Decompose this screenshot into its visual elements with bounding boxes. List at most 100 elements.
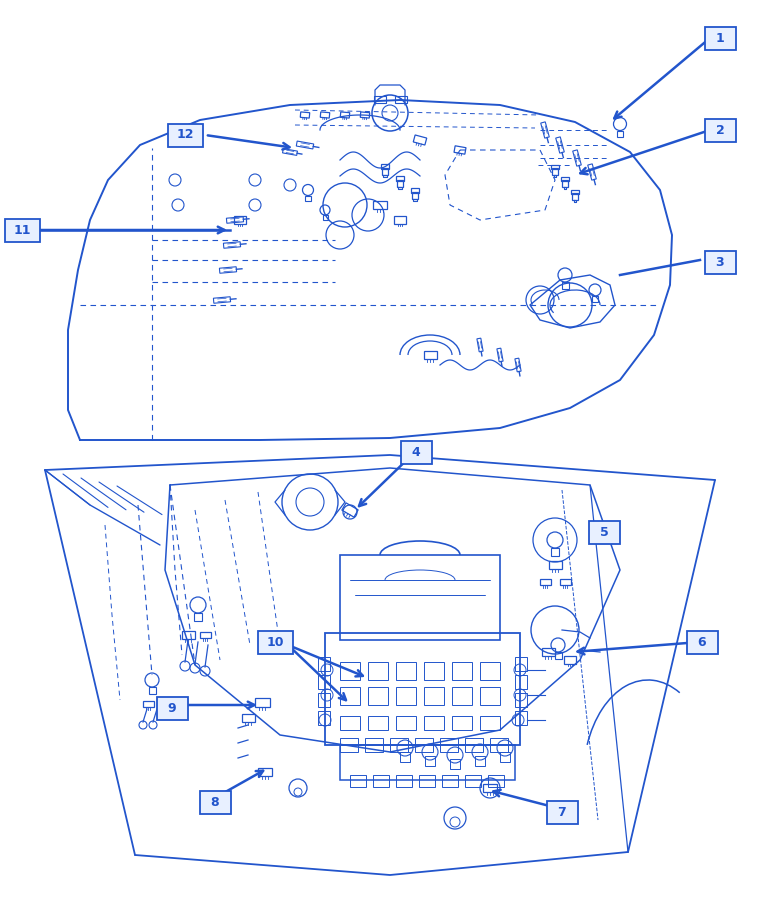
Bar (373, 201, 387, 209)
Bar (588, 164, 596, 180)
Bar (488, 775, 504, 787)
Bar (241, 714, 254, 722)
Bar (223, 242, 240, 248)
Bar (497, 348, 503, 362)
Bar (283, 148, 297, 156)
Bar (480, 716, 500, 730)
Text: 12: 12 (176, 129, 194, 141)
Bar (572, 194, 578, 200)
Bar (465, 775, 481, 787)
Text: 8: 8 (210, 796, 220, 808)
Bar (548, 561, 561, 569)
Bar (368, 662, 388, 680)
Bar (561, 282, 568, 289)
Bar (539, 579, 551, 585)
Bar (340, 662, 360, 680)
Bar (143, 701, 154, 707)
Bar (227, 217, 243, 223)
FancyBboxPatch shape (200, 790, 230, 814)
Bar (394, 216, 406, 223)
Bar (220, 266, 237, 274)
Bar (396, 662, 416, 680)
Bar (214, 297, 230, 303)
Bar (194, 613, 202, 621)
FancyBboxPatch shape (704, 26, 736, 50)
Bar (368, 716, 388, 730)
Bar (300, 112, 310, 118)
Bar (318, 693, 330, 707)
Bar (541, 648, 554, 656)
Bar (424, 662, 444, 680)
Text: 3: 3 (716, 256, 724, 268)
Bar (440, 738, 458, 752)
Bar (515, 657, 527, 671)
FancyBboxPatch shape (5, 219, 39, 241)
Bar (350, 775, 366, 787)
Bar (556, 137, 564, 153)
Bar (412, 192, 418, 199)
Bar (411, 188, 419, 193)
Bar (571, 190, 578, 194)
FancyBboxPatch shape (588, 520, 620, 544)
Bar (318, 675, 330, 689)
Bar (483, 784, 497, 792)
Bar (340, 687, 360, 705)
Bar (475, 756, 485, 766)
Bar (541, 122, 549, 138)
Bar (258, 768, 272, 776)
Bar (396, 687, 416, 705)
Bar (617, 130, 624, 137)
Text: 10: 10 (266, 635, 283, 649)
FancyBboxPatch shape (704, 250, 736, 274)
Bar (452, 687, 472, 705)
Text: 9: 9 (167, 701, 177, 715)
Bar (200, 632, 210, 638)
Text: 2: 2 (716, 123, 724, 137)
FancyBboxPatch shape (167, 123, 203, 147)
Bar (573, 150, 581, 166)
Text: 1: 1 (716, 32, 724, 44)
Bar (181, 631, 194, 639)
Bar (396, 716, 416, 730)
Bar (340, 738, 358, 752)
Bar (340, 716, 360, 730)
Bar (296, 141, 313, 149)
Bar (424, 716, 444, 730)
Bar (515, 358, 521, 372)
Bar (340, 745, 515, 780)
FancyBboxPatch shape (257, 631, 293, 653)
Bar (340, 555, 500, 640)
Bar (564, 656, 576, 663)
Text: 6: 6 (697, 635, 707, 649)
Bar (305, 195, 311, 201)
Text: 4: 4 (412, 446, 420, 458)
Bar (325, 633, 520, 745)
Bar (360, 112, 369, 118)
Bar (560, 579, 571, 585)
Bar (320, 112, 329, 118)
Bar (592, 296, 598, 302)
Bar (480, 662, 500, 680)
Bar (382, 168, 388, 176)
Bar (500, 752, 510, 762)
FancyBboxPatch shape (157, 697, 187, 719)
Bar (323, 215, 327, 220)
FancyBboxPatch shape (400, 440, 432, 464)
Bar (254, 698, 270, 706)
Bar (415, 738, 433, 752)
Bar (425, 756, 435, 766)
Bar (477, 338, 483, 352)
Bar (424, 687, 444, 705)
Bar (465, 738, 483, 752)
Bar (515, 675, 527, 689)
Bar (374, 96, 386, 103)
Bar (490, 738, 508, 752)
Text: 7: 7 (558, 806, 566, 818)
Bar (562, 180, 568, 187)
Bar (442, 775, 458, 787)
Bar (342, 503, 358, 517)
Bar (552, 168, 558, 175)
Bar (340, 112, 349, 118)
FancyBboxPatch shape (547, 800, 578, 824)
Bar (452, 662, 472, 680)
